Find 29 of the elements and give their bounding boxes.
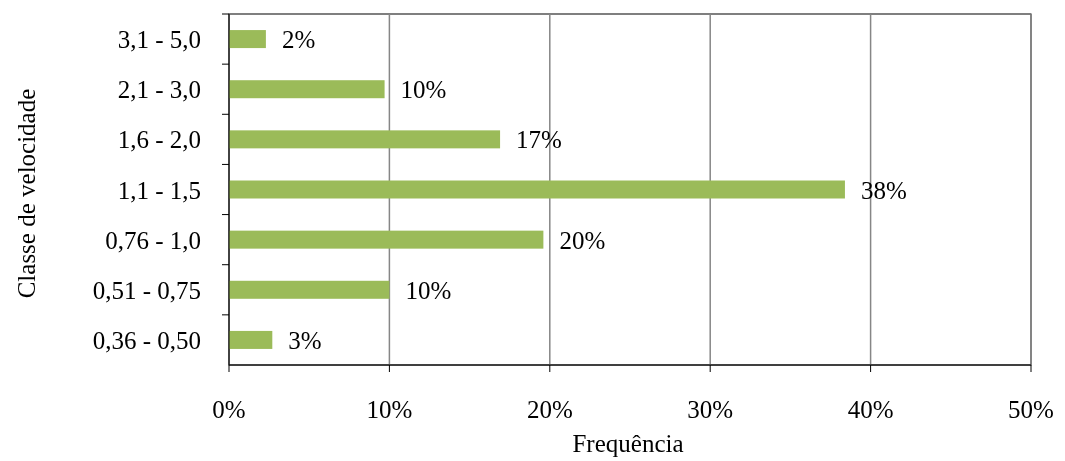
data-label: 20%	[559, 226, 606, 254]
y-tick-label: 0,51 - 0,75	[92, 276, 201, 304]
data-label: 38%	[860, 176, 907, 204]
data-label: 2%	[281, 26, 316, 54]
data-label: 17%	[516, 126, 562, 154]
bar	[229, 330, 273, 349]
bar	[229, 230, 544, 249]
data-label: 3%	[288, 326, 322, 354]
bar	[229, 180, 845, 199]
y-axis-title: Classe de velocidade	[13, 88, 40, 299]
bar	[229, 280, 390, 299]
y-tick-label: 0,76 - 1,0	[105, 226, 201, 254]
x-tick-label: 10%	[366, 396, 413, 423]
bar	[229, 130, 501, 149]
x-tick-label: 50%	[1008, 396, 1054, 423]
x-tick-label: 30%	[687, 396, 734, 423]
x-axis-title: Frequência	[572, 430, 684, 457]
y-tick-label: 0,36 - 0,50	[92, 326, 201, 354]
x-tick-label: 0%	[212, 396, 246, 423]
y-tick-label: 2,1 - 3,0	[117, 76, 201, 104]
x-tick-label: 40%	[847, 396, 894, 423]
data-label: 10%	[400, 76, 447, 104]
data-label: 10%	[405, 276, 452, 304]
bar	[229, 30, 266, 49]
y-tick-label: 1,6 - 2,0	[117, 126, 201, 154]
y-tick-label: 1,1 - 1,5	[117, 176, 201, 204]
bar	[229, 80, 385, 99]
y-tick-label: 3,1 - 5,0	[117, 26, 201, 54]
x-tick-label: 20%	[526, 396, 573, 423]
